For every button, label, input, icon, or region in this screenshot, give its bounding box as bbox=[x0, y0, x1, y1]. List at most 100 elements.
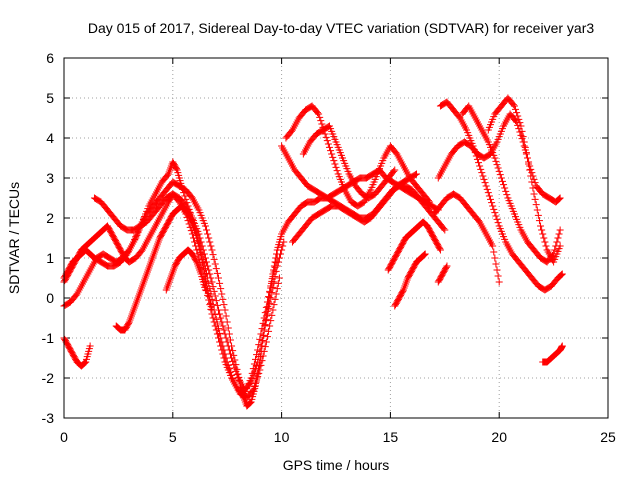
data-point bbox=[203, 258, 211, 266]
data-point bbox=[218, 346, 226, 354]
data-point bbox=[231, 364, 239, 372]
data-point bbox=[527, 172, 535, 180]
data-point bbox=[503, 191, 511, 199]
data-point bbox=[218, 290, 226, 298]
data-point bbox=[555, 195, 563, 203]
data-point bbox=[218, 318, 226, 326]
plot-frame bbox=[63, 57, 609, 419]
data-point bbox=[472, 152, 480, 160]
data-point bbox=[484, 189, 492, 197]
data-point bbox=[535, 217, 543, 225]
data-point bbox=[324, 140, 332, 148]
data-point bbox=[209, 283, 217, 291]
data-point bbox=[315, 110, 323, 118]
data-point bbox=[211, 292, 219, 300]
data-point bbox=[274, 279, 282, 287]
data-point bbox=[80, 359, 88, 367]
data-point bbox=[250, 383, 258, 391]
data-point bbox=[333, 167, 341, 175]
data-point bbox=[426, 198, 434, 206]
data-point bbox=[211, 322, 219, 330]
data-point bbox=[420, 251, 428, 259]
data-point bbox=[399, 287, 407, 295]
data-point bbox=[213, 301, 221, 309]
data-point bbox=[325, 143, 333, 151]
y-tick-label: 5 bbox=[46, 90, 54, 106]
data-point bbox=[534, 211, 542, 219]
data-point bbox=[330, 157, 338, 165]
data-point bbox=[219, 322, 227, 330]
data-point bbox=[224, 324, 232, 332]
data-point bbox=[178, 182, 186, 190]
data-point bbox=[391, 166, 399, 174]
data-point bbox=[222, 334, 230, 342]
data-point bbox=[273, 285, 281, 293]
data-point bbox=[191, 238, 199, 246]
data-point bbox=[209, 251, 217, 259]
data-point bbox=[314, 109, 322, 117]
data-point bbox=[518, 127, 526, 135]
data-point bbox=[531, 179, 539, 187]
data-point bbox=[195, 242, 203, 250]
data-point bbox=[262, 315, 270, 323]
data-point bbox=[219, 350, 227, 358]
data-point bbox=[531, 195, 539, 203]
data-point bbox=[230, 361, 238, 369]
data-point bbox=[490, 205, 498, 213]
data-point bbox=[257, 342, 265, 350]
data-point bbox=[271, 273, 279, 281]
data-point bbox=[255, 369, 263, 377]
data-point bbox=[533, 206, 541, 214]
data-point bbox=[251, 365, 259, 373]
data-point bbox=[206, 296, 214, 304]
data-point bbox=[495, 278, 503, 286]
data-point bbox=[216, 279, 224, 287]
data-point bbox=[556, 226, 564, 234]
data-point bbox=[265, 293, 273, 301]
data-point bbox=[226, 350, 234, 358]
data-point bbox=[205, 234, 213, 242]
data-point bbox=[216, 310, 224, 318]
data-point bbox=[199, 259, 207, 267]
data-point bbox=[220, 326, 228, 334]
data-point bbox=[205, 293, 213, 301]
data-point bbox=[256, 347, 264, 355]
data-point bbox=[254, 358, 262, 366]
data-point bbox=[197, 238, 205, 246]
data-point bbox=[263, 333, 271, 341]
data-point bbox=[514, 112, 522, 120]
data-point bbox=[207, 299, 215, 307]
data-point bbox=[267, 317, 275, 325]
data-point bbox=[483, 185, 491, 193]
data-point bbox=[493, 215, 501, 223]
data-point bbox=[212, 326, 220, 334]
data-point bbox=[228, 354, 236, 362]
data-point bbox=[208, 306, 216, 314]
data-point bbox=[390, 167, 398, 175]
data-point bbox=[201, 274, 209, 282]
series-track-r bbox=[430, 190, 503, 286]
data-point bbox=[259, 331, 267, 339]
data-point bbox=[515, 115, 523, 123]
y-axis-label: SDTVAR / TECUs bbox=[6, 182, 22, 294]
data-point bbox=[442, 263, 450, 271]
data-point bbox=[491, 254, 499, 262]
data-point bbox=[420, 251, 428, 259]
data-point bbox=[163, 171, 171, 179]
data-point bbox=[259, 352, 267, 360]
data-point bbox=[210, 318, 218, 326]
data-point bbox=[486, 195, 494, 203]
data-point bbox=[497, 174, 505, 182]
data-point bbox=[477, 165, 485, 173]
data-point bbox=[526, 166, 534, 174]
data-point bbox=[265, 305, 273, 313]
data-point bbox=[440, 225, 448, 233]
data-point bbox=[494, 219, 502, 227]
data-point bbox=[500, 181, 508, 189]
series-track-s bbox=[434, 262, 451, 286]
data-point bbox=[210, 287, 218, 295]
data-point bbox=[207, 303, 215, 311]
data-point bbox=[274, 258, 282, 266]
data-point bbox=[328, 150, 336, 158]
